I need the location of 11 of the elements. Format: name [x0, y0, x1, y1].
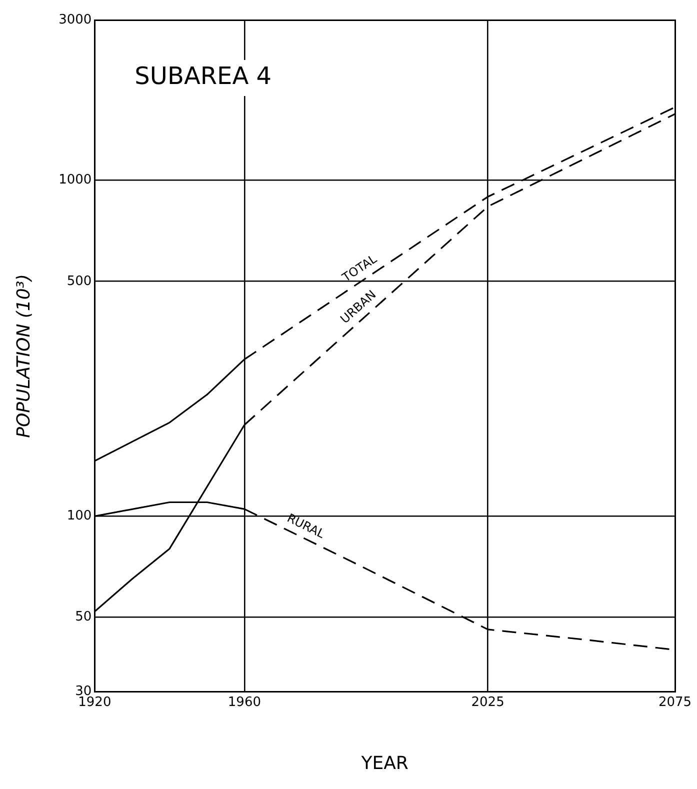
y-tick-label: 100: [66, 508, 92, 524]
x-tick-label: 1960: [228, 694, 261, 710]
x-tick-label: 2075: [658, 694, 692, 710]
x-axis-title: YEAR: [360, 752, 408, 774]
y-tick-label: 50: [75, 610, 92, 625]
x-tick-label: 2025: [471, 694, 504, 710]
y-tick-label: 1000: [58, 172, 92, 188]
y-tick-label: 3000: [58, 12, 92, 28]
y-tick-label: 500: [66, 274, 92, 289]
text: SUBAREA 4: [134, 62, 272, 90]
y-axis-title: POPULATION (10³): [13, 274, 34, 438]
